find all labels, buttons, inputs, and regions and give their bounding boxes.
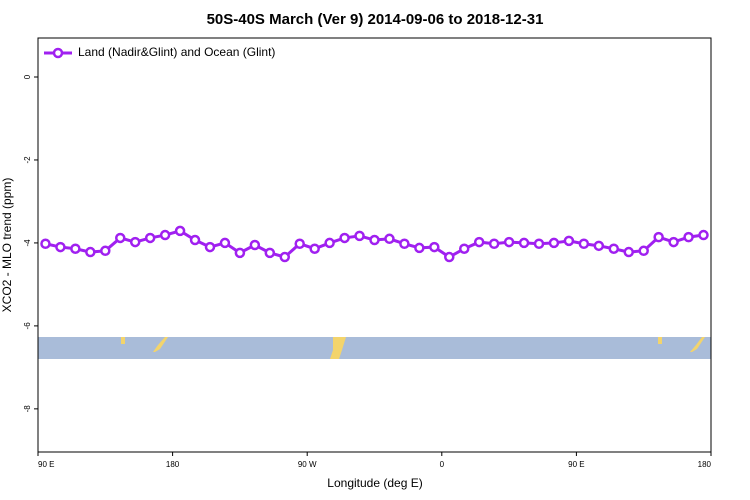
point: [144, 232, 156, 244]
point: [563, 235, 575, 247]
plot-frame: [37, 37, 712, 453]
x-tick-label: 180: [698, 460, 712, 469]
point: [458, 243, 470, 254]
point: [488, 238, 500, 250]
point: [294, 238, 305, 250]
point: [414, 242, 425, 254]
y-tick-label: -6: [23, 322, 32, 330]
y-axis-label: XCO2 - MLO trend (ppm): [0, 178, 14, 313]
point: [683, 231, 694, 243]
point: [369, 234, 380, 246]
point: [429, 241, 440, 253]
x-tick-label: 90 E: [38, 460, 54, 469]
point: [309, 243, 320, 254]
point: [533, 238, 545, 250]
point: [159, 229, 171, 241]
point: [55, 241, 66, 253]
point: [249, 239, 261, 251]
point: [234, 247, 246, 259]
point: [85, 246, 96, 258]
point: [503, 236, 515, 248]
legend-label: Land (Nadir&Glint) and Ocean (Glint): [78, 45, 275, 59]
point: [324, 237, 335, 249]
point: [100, 245, 111, 257]
x-tick-label: 180: [166, 460, 180, 469]
y-tick-label: 0: [23, 74, 32, 79]
point: [653, 231, 664, 243]
point: [264, 247, 276, 259]
land-mask: [38, 337, 711, 359]
point: [174, 225, 186, 237]
y-tick-label: -8: [23, 405, 32, 413]
point: [608, 243, 620, 254]
point: [279, 251, 291, 263]
point: [129, 236, 141, 248]
y-tick-label: -2: [23, 156, 32, 164]
legend-marker: [52, 47, 64, 59]
point: [189, 234, 201, 246]
point: [548, 237, 560, 249]
point: [219, 237, 231, 249]
point: [593, 240, 605, 252]
point: [204, 241, 216, 253]
point: [518, 237, 530, 249]
point: [384, 233, 395, 245]
x-tick-label: 0: [440, 460, 445, 469]
x-tick-label: 90 E: [568, 460, 584, 469]
point: [339, 232, 350, 244]
point: [444, 251, 455, 263]
x-tick-label: 90 W: [298, 460, 317, 469]
point: [698, 229, 709, 241]
point: [70, 243, 81, 254]
point: [399, 238, 410, 250]
point: [40, 238, 51, 250]
point: [473, 236, 485, 248]
y-tick-label: -4: [23, 239, 32, 247]
point: [638, 245, 649, 257]
point: [623, 246, 634, 258]
x-axis-label: Longitude (deg E): [327, 476, 422, 490]
point: [354, 230, 365, 242]
point: [668, 236, 679, 248]
point: [578, 238, 590, 250]
point: [115, 232, 126, 244]
chart-title: 50S-40S March (Ver 9) 2014-09-06 to 2018…: [207, 11, 544, 28]
